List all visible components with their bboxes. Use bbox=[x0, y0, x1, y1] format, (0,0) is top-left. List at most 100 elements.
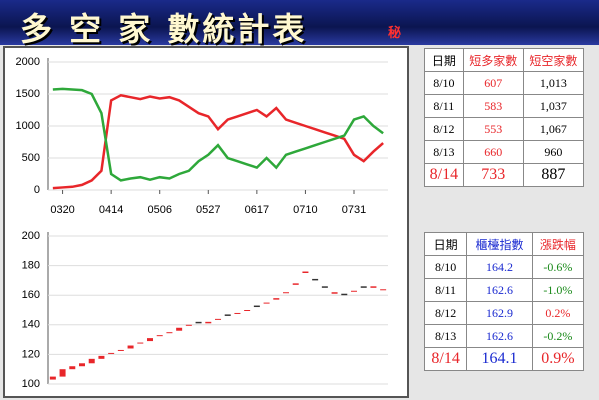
table-row: 8/14 164.1 0.9% bbox=[423, 347, 585, 371]
y-tick-label: 500 bbox=[22, 152, 40, 164]
table-cell: 日期 bbox=[423, 232, 468, 256]
candle bbox=[137, 342, 144, 344]
candle bbox=[69, 366, 76, 370]
candle bbox=[302, 271, 309, 273]
table-row: 8/10 607 1,013 bbox=[424, 71, 585, 95]
table-cell: 164.1 bbox=[466, 347, 533, 371]
table-cell: 162.6 bbox=[466, 278, 533, 302]
candle bbox=[147, 338, 153, 342]
table-row: 日期 櫃檯指數 漲跌幅 bbox=[423, 232, 585, 256]
table-cell: 8/13 bbox=[423, 324, 468, 348]
candle bbox=[108, 352, 115, 354]
table-cell: 日期 bbox=[424, 48, 464, 72]
table-cell: 607 bbox=[462, 71, 524, 95]
banner: 多 空 家 數統計表 秘 bbox=[0, 0, 599, 48]
table-cell: 553 bbox=[462, 117, 524, 141]
table-breadth: 日期 短多家數 短空家數 8/10 607 1,013 8/11 583 1,037 8/12 55… bbox=[424, 48, 585, 187]
table-row: 8/14 733 887 bbox=[424, 163, 585, 187]
candle bbox=[234, 312, 241, 314]
y-tick-label: 100 bbox=[22, 378, 40, 390]
table-row: 8/10 164.2 -0.6% bbox=[423, 255, 585, 279]
table-cell: 660 bbox=[462, 140, 524, 164]
y-tick-label: 1000 bbox=[16, 120, 40, 132]
candle bbox=[360, 286, 367, 288]
x-tick-label: 0731 bbox=[342, 204, 366, 216]
x-tick-label: 0414 bbox=[99, 204, 123, 216]
candle bbox=[224, 314, 231, 316]
table-cell: -0.6% bbox=[531, 255, 585, 279]
candle bbox=[273, 298, 280, 300]
candle bbox=[283, 292, 289, 294]
table-cell: 短空家數 bbox=[522, 48, 585, 72]
table-index: 日期 櫃檯指數 漲跌幅 8/10 164.2 -0.6% 8/11 162.6 -1.0% 8/1… bbox=[423, 232, 585, 371]
table-cell: 1,067 bbox=[522, 117, 585, 141]
y-tick-label: 200 bbox=[22, 230, 40, 242]
candle bbox=[380, 289, 387, 291]
table-cell: 960 bbox=[522, 140, 585, 164]
candle bbox=[341, 293, 348, 296]
y-tick-label: 160 bbox=[22, 289, 40, 301]
chart-panel bbox=[3, 46, 409, 398]
y-tick-label: 0 bbox=[34, 184, 40, 196]
table-cell: 583 bbox=[462, 94, 524, 118]
candle bbox=[98, 355, 105, 359]
table-row: 日期 短多家數 短空家數 bbox=[424, 48, 585, 72]
y-tick-label: 120 bbox=[22, 348, 40, 360]
table-cell: 0.9% bbox=[531, 347, 585, 371]
line-series bbox=[52, 87, 384, 182]
candle bbox=[127, 345, 134, 349]
line-series bbox=[52, 93, 384, 190]
table-cell: 8/11 bbox=[424, 94, 464, 118]
candle bbox=[351, 290, 357, 292]
table-cell: -1.0% bbox=[531, 278, 585, 302]
y-tick-label: 140 bbox=[22, 319, 40, 331]
table-cell: 8/12 bbox=[423, 301, 468, 325]
candle bbox=[244, 310, 251, 311]
candle bbox=[185, 324, 192, 326]
table-cell: 漲跌幅 bbox=[531, 232, 585, 256]
candle bbox=[166, 332, 173, 334]
x-tick-label: 0506 bbox=[147, 204, 171, 216]
candle bbox=[321, 286, 328, 288]
candle bbox=[370, 286, 377, 288]
table-cell: 162.6 bbox=[466, 324, 533, 348]
table-cell: 733 bbox=[462, 163, 524, 187]
table-row: 8/13 162.6 -0.2% bbox=[423, 324, 585, 348]
badge: 秘 bbox=[388, 26, 402, 41]
candle bbox=[205, 321, 212, 324]
table-cell: 櫃檯指數 bbox=[466, 232, 533, 256]
table-cell: 1,037 bbox=[522, 94, 585, 118]
candle bbox=[79, 363, 85, 367]
candle bbox=[49, 376, 56, 380]
candle bbox=[176, 327, 183, 331]
table-cell: 162.9 bbox=[466, 301, 533, 325]
table-cell: 8/10 bbox=[423, 255, 468, 279]
x-tick-label: 0527 bbox=[196, 204, 220, 216]
table-cell: 8/12 bbox=[424, 117, 464, 141]
table-row: 8/11 583 1,037 bbox=[424, 94, 585, 118]
table-cell: 短多家數 bbox=[462, 48, 524, 72]
page-title: 多 空 家 數統計表 bbox=[20, 10, 308, 48]
table-row: 8/12 553 1,067 bbox=[424, 117, 585, 141]
candle bbox=[59, 369, 66, 377]
candle bbox=[312, 278, 319, 281]
table-cell: 8/14 bbox=[423, 347, 468, 371]
table-cell: 0.2% bbox=[531, 301, 585, 325]
table-cell: 1,013 bbox=[522, 71, 585, 95]
candle bbox=[331, 292, 338, 294]
table-cell: 8/13 bbox=[424, 140, 464, 164]
table-cell: 164.2 bbox=[466, 255, 533, 279]
x-tick-label: 0710 bbox=[293, 204, 317, 216]
y-tick-label: 2000 bbox=[16, 56, 40, 68]
candle bbox=[156, 335, 163, 337]
candle bbox=[253, 305, 260, 308]
table-cell: 8/11 bbox=[423, 278, 468, 302]
y-tick-label: 180 bbox=[22, 260, 40, 272]
table-row: 8/11 162.6 -1.0% bbox=[423, 278, 585, 302]
candle bbox=[263, 302, 270, 304]
candle bbox=[88, 358, 95, 364]
table-cell: 887 bbox=[522, 163, 585, 187]
candle bbox=[117, 349, 124, 351]
